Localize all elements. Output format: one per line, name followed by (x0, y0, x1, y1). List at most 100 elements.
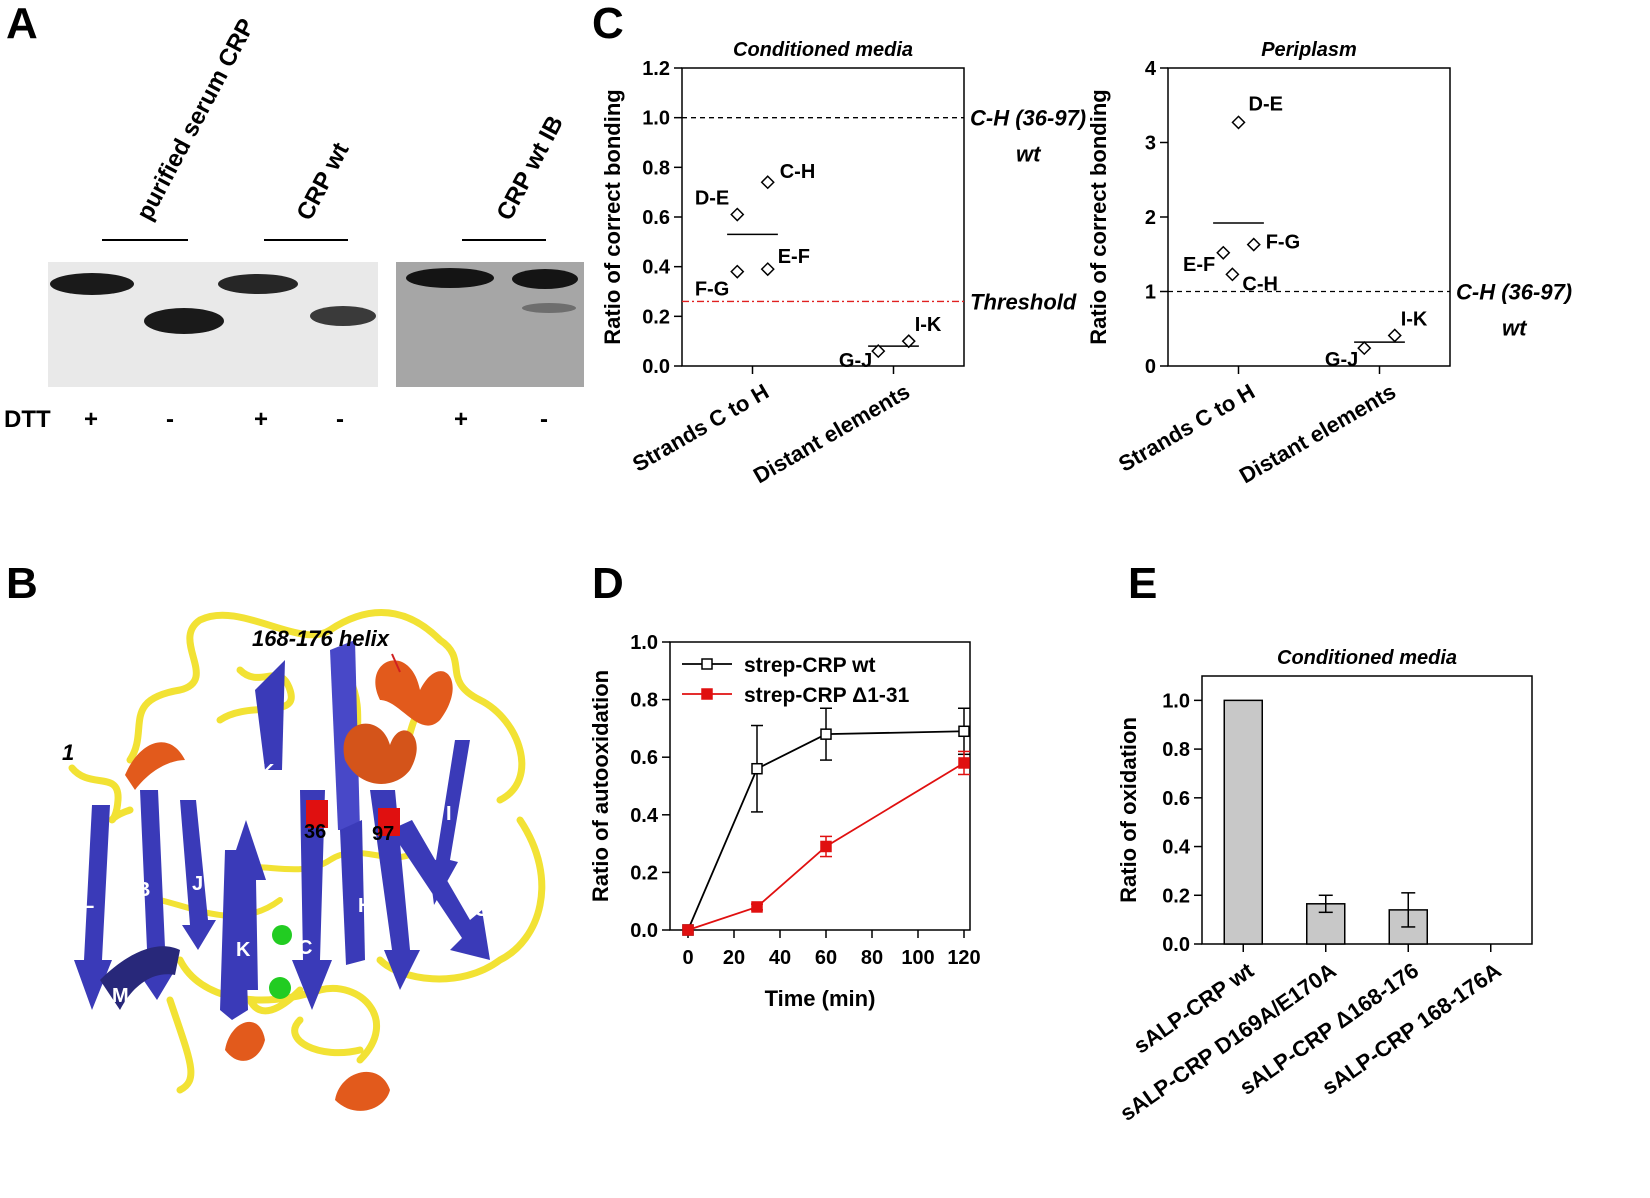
y-tick-label: 2 (1145, 207, 1156, 229)
y-tick-label: 0.4 (630, 805, 659, 827)
data-point (682, 924, 694, 936)
band (50, 273, 134, 295)
y-tick-label: 0.2 (1162, 885, 1190, 907)
dtt-sign: + (454, 406, 468, 433)
x-axis-label: Time (min) (765, 986, 876, 1011)
y-tick-label: 0.8 (1162, 739, 1190, 761)
data-point (958, 757, 970, 769)
data-point (871, 344, 886, 359)
plot-frame (669, 641, 971, 931)
x-tick-label: 40 (769, 947, 791, 969)
strand-label: L (82, 891, 94, 913)
x-tick-label: Distant elements (749, 379, 914, 489)
panel-label-a: A (6, 0, 38, 48)
data-point (820, 728, 832, 740)
strand-arrow (100, 946, 180, 1010)
band (512, 269, 578, 289)
y-axis-label: Ratio of oxidation (1116, 717, 1141, 903)
legend-label: strep-CRP wt (744, 654, 875, 677)
x-tick-label: Strands C to H (628, 379, 773, 477)
chart-title: Conditioned media (733, 39, 913, 61)
strand-label: G (474, 899, 490, 921)
point-label: G-J (839, 350, 872, 372)
y-axis-label: Ratio of correct bonding (600, 89, 625, 344)
bar (1223, 699, 1263, 945)
dtt-sign: - (540, 406, 548, 433)
data-point (730, 264, 745, 279)
lane-label-serum: purified serum CRP (131, 14, 260, 224)
dtt-sign: + (84, 406, 98, 433)
lane-label-crp-wt: CRP wt (291, 138, 354, 224)
dtt-label: DTT (4, 406, 51, 433)
reference-line-label: C-H (36-97) (970, 106, 1086, 131)
band (310, 306, 376, 326)
strand-label: H (358, 895, 372, 917)
residue-label-36: 36 (304, 821, 326, 843)
y-tick-label: 0.4 (1162, 837, 1191, 859)
dtt-sign: + (254, 406, 268, 433)
point-label: C-H (780, 161, 816, 183)
y-tick-label: 0.4 (642, 257, 671, 279)
strand-label: I (446, 803, 452, 825)
disulfide-residue (306, 800, 328, 828)
strand-label: D (264, 877, 278, 899)
strand-arrow (138, 790, 175, 1000)
y-tick-label: 0.6 (630, 747, 658, 769)
lane-label-crp-wt-ib: CRP wt IB (491, 111, 568, 225)
data-point (1216, 245, 1231, 260)
strand-arrow (428, 740, 470, 905)
point-label: D-E (1249, 93, 1283, 115)
strand-label: M (112, 985, 129, 1007)
x-tick-label: 100 (901, 947, 934, 969)
x-tick-label: 80 (861, 947, 883, 969)
series-line (687, 762, 965, 931)
x-tick-label: 20 (723, 947, 745, 969)
legend-marker (701, 658, 713, 670)
n-terminus-label: 1 (62, 740, 74, 765)
x-tick-label: Strands C to H (1114, 379, 1259, 477)
y-tick-label: 1.0 (630, 632, 658, 654)
calcium-ion (269, 977, 291, 999)
chart-title: Conditioned media (1277, 647, 1457, 669)
y-tick-label: 1.2 (642, 58, 670, 80)
helix-pointer (391, 653, 401, 673)
panel-label-e: E (1128, 559, 1157, 608)
calcium-ion (272, 925, 292, 945)
data-point (751, 901, 763, 913)
y-tick-label: 0.0 (630, 920, 658, 942)
data-point (1231, 115, 1246, 130)
x-tick-label: 120 (947, 947, 980, 969)
reference-line-label: Threshold (970, 289, 1077, 314)
helix (343, 723, 417, 784)
y-tick-label: 0 (1145, 356, 1156, 378)
strand-arrow (255, 660, 285, 770)
helix-label: 168-176 helix (252, 626, 390, 651)
point-label: I-K (915, 314, 942, 336)
data-point (901, 334, 916, 349)
legend-marker (701, 688, 713, 700)
y-tick-label: 0.8 (630, 690, 658, 712)
point-label: F-G (695, 279, 729, 301)
strand-arrow (330, 640, 360, 830)
y-tick-label: 0.6 (642, 207, 670, 229)
strand-label: K (236, 939, 251, 961)
data-point (730, 207, 745, 222)
strand-label: B (136, 879, 150, 901)
point-label: D-E (695, 188, 729, 210)
band (218, 274, 298, 294)
strand-arrow (74, 805, 112, 1010)
reference-line-label: wt (1016, 142, 1042, 167)
point-label: E-F (778, 246, 810, 268)
helix (125, 742, 185, 790)
band (144, 308, 224, 334)
helix (335, 1071, 390, 1111)
strand-label: K (260, 761, 275, 783)
residue-label-97: 97 (372, 823, 394, 845)
y-tick-label: 1.0 (1162, 690, 1190, 712)
strand-label: J (192, 873, 203, 895)
protein-structure: 168-176 helix 1 36 97 L B J K D E H F G … (62, 609, 546, 1111)
strand-arrow (226, 820, 266, 990)
point-label: C-H (1242, 273, 1278, 295)
chart-title: Periplasm (1261, 39, 1357, 61)
